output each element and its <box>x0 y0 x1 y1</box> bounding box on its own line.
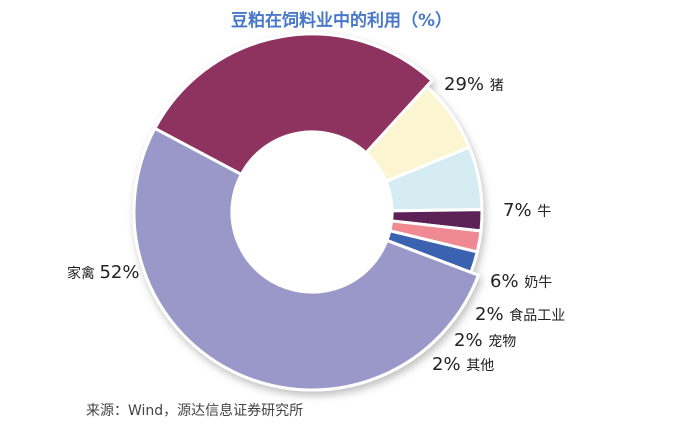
slice-label-part: 6% <box>490 271 524 292</box>
slice-label-part: 食品工业 <box>509 307 565 324</box>
donut-slices <box>132 32 484 392</box>
chart-title: 豆粕在饲料业中的利用（%） <box>230 11 453 31</box>
slice-label-part: 2% <box>475 304 509 325</box>
source-note: 来源：Wind，源达信息证券研究所 <box>86 403 304 419</box>
slice-label-part: 牛 <box>537 204 551 220</box>
slice-label-part: 29% <box>444 74 490 95</box>
donut-hole <box>233 133 391 291</box>
slice-7 <box>132 126 481 392</box>
slice-label-part: 家禽 <box>67 265 99 282</box>
slice-label-part: 宠物 <box>488 334 516 350</box>
slice-label-part: 奶牛 <box>524 275 552 291</box>
slice-label-part: 猪 <box>490 78 504 94</box>
slice-label-5: 2% 宠物 <box>454 330 516 351</box>
slice-label-4: 2% 食品工业 <box>475 304 565 325</box>
slice-label-2: 7% 牛 <box>503 200 551 221</box>
slice-label-part: 7% <box>503 200 537 221</box>
slice-label-7: 家禽 52% <box>67 262 139 283</box>
slice-label-part: 2% <box>432 354 466 375</box>
slice-label-part: 其他 <box>466 358 494 374</box>
slice-label-part: 52% <box>99 262 139 283</box>
slice-label-1: 29% 猪 <box>444 74 504 95</box>
slice-1 <box>152 32 435 177</box>
slice-label-part: 2% <box>454 330 488 351</box>
slice-label-6: 2% 其他 <box>432 354 494 375</box>
slice-label-3: 6% 奶牛 <box>490 271 552 292</box>
